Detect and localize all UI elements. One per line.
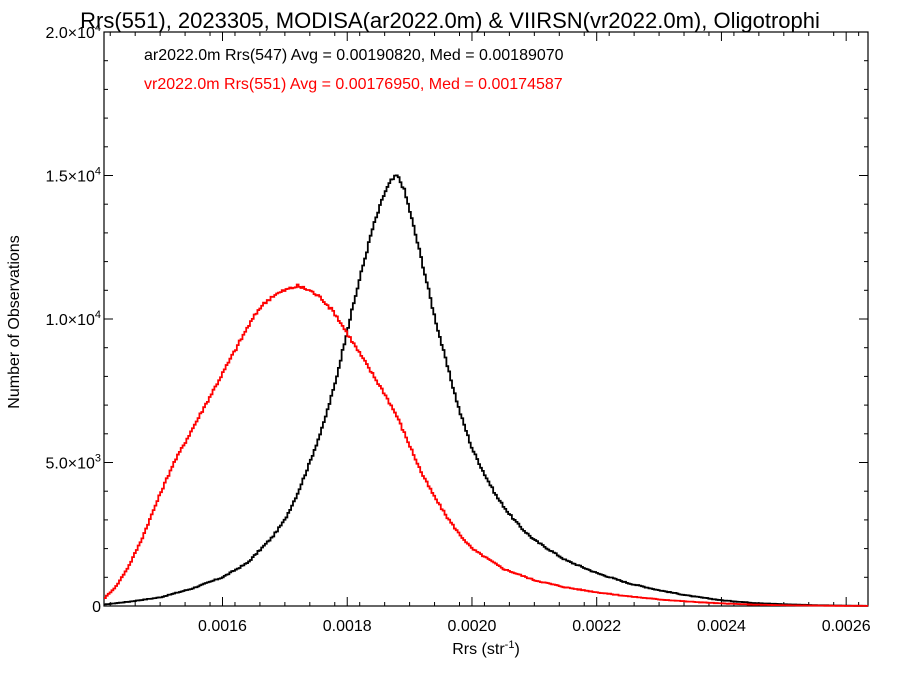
y-tick-label: 5.0×103: [45, 453, 101, 473]
series-line-1: [104, 283, 869, 607]
x-axis-label-close: ): [514, 641, 519, 658]
chart-title: Rrs(551), 2023305, MODISA(ar2022.0m) & V…: [80, 8, 820, 33]
x-tick-label: 0.0026: [822, 618, 871, 635]
y-tick-label-base: 0: [92, 599, 101, 616]
x-tick-label: 0.0022: [572, 618, 621, 635]
y-tick-label-exponent: 4: [95, 309, 101, 321]
y-tick-label-exponent: 4: [95, 22, 101, 34]
y-tick-label: 1.0×104: [45, 309, 101, 329]
y-tick-label-base: 1.0×10: [45, 312, 94, 329]
x-tick-label: 0.0016: [198, 618, 247, 635]
x-tick-label: 0.0024: [697, 618, 746, 635]
annotations: ar2022.0m Rrs(547) Avg = 0.00190820, Med…: [144, 47, 564, 93]
series-layer: [104, 174, 869, 607]
x-axis-label: Rrs (str-1): [452, 639, 520, 658]
y-axis-label: Number of Observations: [6, 235, 23, 408]
y-tick-label: 1.5×104: [45, 166, 101, 186]
y-tick-label-base: 5.0×10: [45, 456, 94, 473]
y-tick-label-exponent: 4: [95, 166, 101, 178]
y-tick-label-base: 2.0×10: [45, 25, 94, 42]
y-tick-label-base: 1.5×10: [45, 169, 94, 186]
series-line-0: [104, 174, 869, 607]
annotation-0: ar2022.0m Rrs(547) Avg = 0.00190820, Med…: [144, 47, 564, 64]
annotation-1: vr2022.0m Rrs(551) Avg = 0.00176950, Med…: [144, 76, 563, 93]
plot-frame: [103, 31, 869, 607]
y-tick-label: 0: [92, 599, 101, 616]
y-tick-label: 2.0×104: [45, 22, 101, 42]
x-tick-label: 0.0018: [323, 618, 372, 635]
y-tick-label-exponent: 3: [95, 453, 101, 465]
x-axis-ticks: 0.0016 0.0018 0.0020 0.0022 0.0024 0.0026: [109, 32, 871, 635]
x-tick-label: 0.0020: [447, 618, 496, 635]
x-axis-label-exponent: -1: [505, 639, 515, 651]
